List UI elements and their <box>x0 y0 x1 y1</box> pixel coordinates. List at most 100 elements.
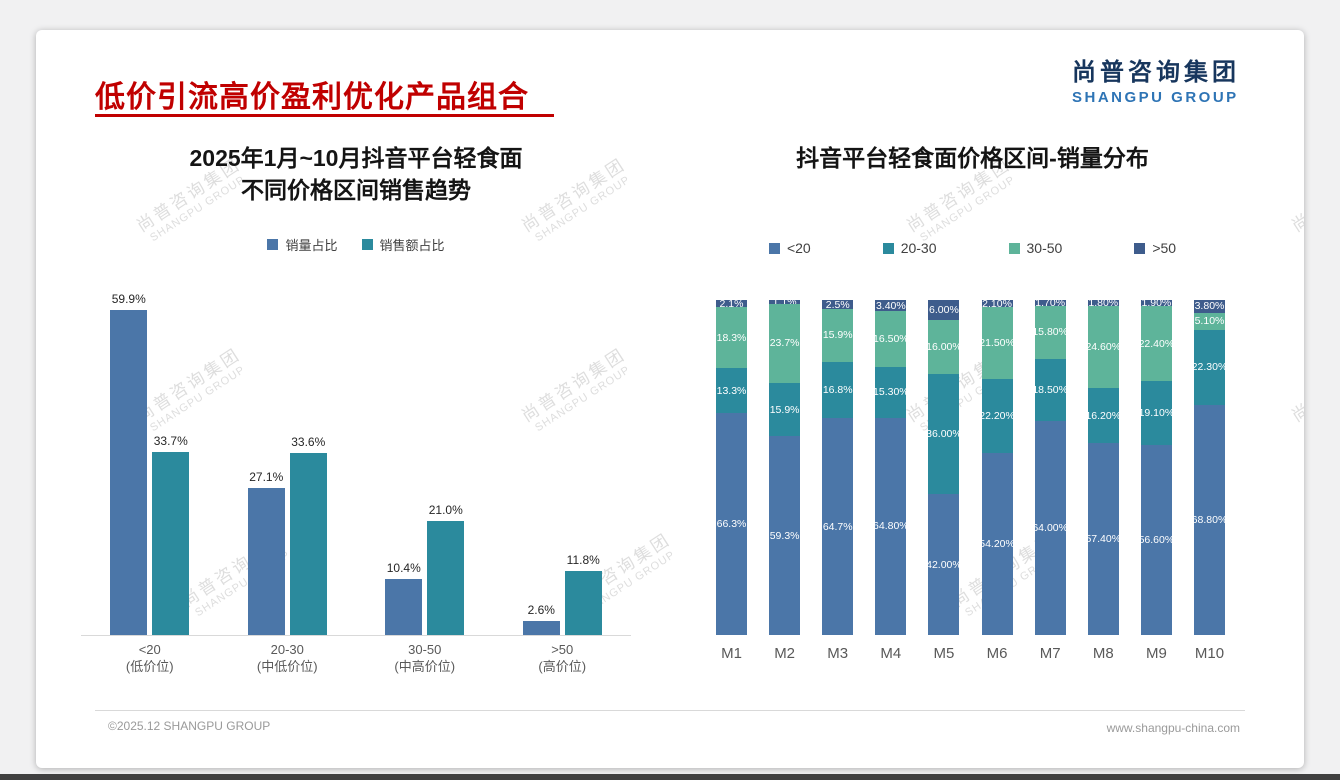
stacked-bar-M6: 2.10% 21.50% 22.20% 54.20% <box>979 298 1015 635</box>
category-label-30-50: 30-50 (中高价位) <box>356 641 494 675</box>
bar-group->50: 2.6% 11.8% <box>494 300 632 635</box>
stacked-bar-M2: 1.1% 23.7% 15.9% 59.3% <box>769 296 801 635</box>
stacked-bar-M7: 1.70% 15.80% 18.50% 64.00% <box>1032 297 1068 635</box>
stacked-bar-M1: 2.1% 18.3% 13.3% 66.3% <box>716 298 747 635</box>
segment-value-label: 15.9% <box>822 329 853 342</box>
chart-right-plot: 2.1% 18.3% 13.3% 66.3% 1.1% 23.7% 15.9% 59.3% 2.… <box>716 296 1228 635</box>
category-tier: (高价位) <box>538 659 587 674</box>
legend-swatch <box>882 242 894 254</box>
legend-label: 30-50 <box>1026 240 1063 256</box>
title-underline <box>95 114 554 117</box>
footer-copyright: ©2025.12 SHANGPU GROUP <box>108 719 271 733</box>
segment-value-label: 24.60% <box>1085 341 1122 354</box>
segment-value-label: 22.40% <box>1138 337 1175 350</box>
segment-value-label: 68.80% <box>1191 513 1228 526</box>
chart-right-title: 抖音平台轻食面价格区间-销量分布 <box>796 145 1149 171</box>
segment-value-label: 1.90% <box>1141 297 1172 310</box>
segment-value-label: 3.80% <box>1194 300 1225 313</box>
bar-销量占比->50: 2.6% <box>522 603 560 635</box>
segment-<20-M5: 42.00% <box>926 494 962 635</box>
watermark-cn-text: 尚普咨询集团 <box>1288 154 1304 236</box>
legend-item-20-30: 20-30 <box>882 240 937 256</box>
segment-30-50-M8: 24.60% <box>1085 306 1122 389</box>
segment-20-30-M4: 15.30% <box>873 366 909 418</box>
bar-销量占比-<20: 59.9% <box>110 292 148 635</box>
segment-20-30-M2: 15.9% <box>769 383 801 437</box>
month-label-M7: M7 <box>1039 645 1061 662</box>
legend-swatch <box>1008 242 1020 254</box>
legend-label: >50 <box>1152 240 1177 256</box>
segment-<20-M2: 59.3% <box>769 436 801 635</box>
bar-销量占比-20-30: 27.1% <box>247 470 285 635</box>
watermark-cn-text: 尚普咨询集团 <box>1288 344 1304 426</box>
segment-value-label: 15.30% <box>873 386 909 399</box>
segment-value-label: 56.60% <box>1138 534 1175 547</box>
segment-<20-M6: 54.20% <box>979 453 1015 635</box>
stacked-bar-M9: 1.90% 22.40% 19.10% 56.60% <box>1138 297 1175 635</box>
logo-chinese-name: 尚普咨询集团 <box>1072 59 1240 86</box>
segment-value-label: 22.20% <box>979 410 1015 423</box>
segment-value-label: 6.00% <box>929 304 959 317</box>
bar-value-label: 33.7% <box>153 434 188 449</box>
bar-value-label: 33.6% <box>291 434 326 449</box>
bar-value-label: 10.4% <box>386 560 421 575</box>
legend-item-销售额占比: 销售额占比 <box>361 235 445 254</box>
bar-group-<20: 59.9% 33.7% <box>81 292 219 635</box>
segment-value-label: 23.7% <box>769 337 800 350</box>
segment-20-30-M7: 18.50% <box>1032 358 1068 421</box>
chart-right-category-axis: M1 M2 M3 M4 M5 M6 M7 M8 M9 M10 <box>716 645 1225 662</box>
segment-value-label: 3.40% <box>875 299 906 312</box>
chart-left-plot: 59.9% 33.7% 27.1% 33.6% 10.4% 21.0% 2.6% 11.8% <box>81 292 632 636</box>
legend-swatch <box>267 239 279 250</box>
month-label-M3: M3 <box>827 645 849 662</box>
bar-value-label: 21.0% <box>428 502 463 517</box>
bar-group-30-50: 10.4% 21.0% <box>356 300 494 635</box>
legend-label: 销售额占比 <box>379 238 445 253</box>
legend-item-销量占比: 销量占比 <box>267 235 338 254</box>
month-label-M4: M4 <box>880 645 902 662</box>
segment-20-30-M9: 19.10% <box>1138 381 1175 446</box>
category-range: 30-50 <box>408 642 442 657</box>
segment-value-label: 21.50% <box>979 337 1015 350</box>
chart-left-title: 2025年1月~10月抖音平台轻食面 不同价格区间销售趋势 <box>66 142 646 206</box>
segment-value-label: 54.20% <box>979 538 1015 551</box>
legend-swatch <box>361 239 373 250</box>
segment-30-50-M5: 16.00% <box>926 320 962 374</box>
segment-<20-M7: 64.00% <box>1032 420 1068 635</box>
bar-销售额占比->50: 11.8% <box>564 553 602 635</box>
segment-value-label: 15.80% <box>1032 326 1068 339</box>
legend-label: <20 <box>786 240 811 256</box>
stacked-bar-M8: 1.80% 24.60% 16.20% 57.40% <box>1085 297 1122 635</box>
segment-value-label: 13.3% <box>716 384 747 397</box>
segment-value-label: 1.80% <box>1088 297 1119 310</box>
segment-30-50-M3: 15.9% <box>822 308 854 362</box>
bar-销售额占比-<20: 33.7% <box>152 434 190 635</box>
segment-value-label: 59.3% <box>769 529 800 542</box>
legend-swatch <box>1134 242 1146 254</box>
segment->50-M10: 3.80% <box>1193 300 1225 313</box>
segment->50-M5: 6.00% <box>928 300 960 321</box>
segment-<20-M8: 57.40% <box>1085 442 1121 635</box>
company-logo: 尚普咨询集团 SHANGPU GROUP <box>1072 52 1240 106</box>
stacked-bar-M4: 3.40% 16.50% 15.30% 64.80% <box>873 299 909 635</box>
category-label->50: >50 (高价位) <box>494 641 632 675</box>
page-title: 低价引流高价盈利优化产品组合 <box>95 81 529 114</box>
month-label-M2: M2 <box>774 645 796 662</box>
segment->50-M8: 1.80% <box>1087 297 1119 310</box>
chart-left-category-axis: <20 (低价位) 20-30 (中低价位) 30-50 (中高价位) >50 (高价位) <box>81 641 631 675</box>
legend-item->50: >50 <box>1134 240 1176 256</box>
segment-value-label: 16.20% <box>1085 409 1122 422</box>
segment-value-label: 2.5% <box>825 298 850 311</box>
month-label-M10: M10 <box>1194 645 1225 662</box>
month-label-M5: M5 <box>933 645 955 662</box>
bar-value-label: 27.1% <box>249 469 284 484</box>
bar-value-label: 11.8% <box>566 552 600 567</box>
segment-30-50-M9: 22.40% <box>1138 306 1175 382</box>
bar-value-label: 59.9% <box>111 291 146 306</box>
chart-left-title-line2: 不同价格区间销售趋势 <box>241 177 471 203</box>
segment-value-label: 19.10% <box>1138 407 1175 420</box>
segment-value-label: 64.7% <box>822 520 853 533</box>
segment-value-label: 16.8% <box>822 384 853 397</box>
segment-<20-M10: 68.80% <box>1191 404 1228 635</box>
